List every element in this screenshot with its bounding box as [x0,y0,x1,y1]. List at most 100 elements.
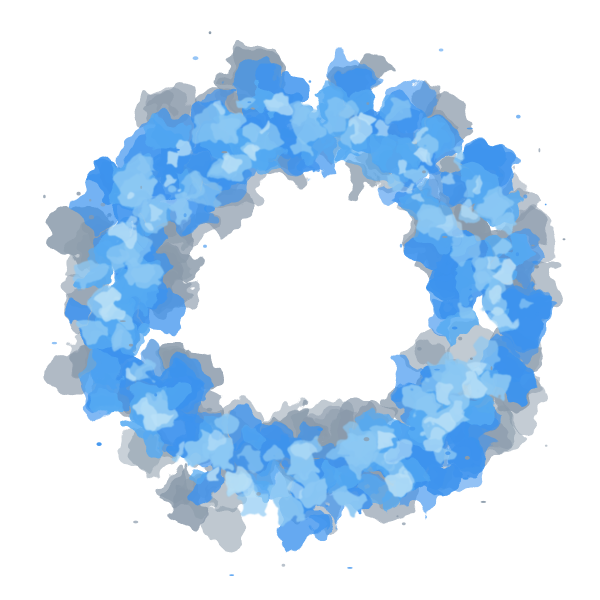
smoke-speck [462,477,469,480]
smoke-speck [434,368,440,371]
smoke-speck [490,366,493,371]
smoke-speck [183,213,187,218]
smoke-speck [246,114,252,118]
pale-blue-blob [472,367,485,379]
light-blue-blob [492,237,515,257]
light-blue-blob [322,97,352,133]
smoke-speck [538,148,541,153]
light-blue-blob [241,445,264,470]
smoke-speck [544,444,548,447]
smoke-speck [470,227,475,232]
pale-blue-blob [243,140,264,160]
pale-blue-blob [495,262,518,283]
smoke-speck [320,444,323,447]
pale-blue-blob [124,188,138,198]
smoke-speck [119,320,126,322]
pale-blue-blob [99,305,110,315]
light-blue-blob [168,196,194,220]
pale-blue-blob [124,368,137,380]
pale-blue-blob [436,213,461,238]
smoke-speck [308,80,312,83]
smoke-speck [281,563,286,567]
pale-blue-blob [488,302,503,318]
pale-blue-blob [397,468,409,480]
smoke-speck [470,357,473,360]
light-blue-blob [451,233,480,262]
light-blue-blob [342,423,375,455]
pale-blue-blob [435,382,451,401]
light-blue-blob [209,119,239,141]
pale-blue-blob [137,402,159,428]
light-blue-blob [475,194,508,224]
light-blue-blob [74,257,106,285]
smoke-speck [532,260,539,264]
blue-smoke-blob [69,298,89,322]
pale-blue-blob [490,288,503,301]
pale-blue-blob [427,419,439,429]
light-blue-blob [215,411,240,435]
blue-smoke-blob [503,355,533,377]
light-blue-blob [276,494,306,522]
smoke-speck [466,127,473,130]
pale-blue-blob [422,429,448,452]
pale-blue-blob [163,174,178,190]
smoke-speck [247,101,252,104]
pale-blue-blob [266,91,289,114]
pale-blue-blob [415,194,426,203]
pale-blue-blob [227,468,257,495]
smoke-speck [535,312,540,317]
smoke-speck [458,336,463,341]
smoke-speck [43,194,46,199]
smoke-speck [531,244,535,247]
light-blue-blob [170,451,184,466]
light-blue-blob [386,99,413,127]
smoke-speck [192,56,199,61]
light-blue-blob [420,138,439,161]
smoke-speck [451,326,458,330]
pale-blue-blob [220,154,240,171]
pale-blue-blob [375,430,396,449]
pale-blue-blob [240,477,260,497]
light-blue-blob [456,300,479,320]
smoke-speck [417,347,422,351]
smoke-speck [544,203,547,206]
pale-blue-blob [474,180,483,192]
smoke-speck [325,504,329,508]
pale-blue-blob [409,183,417,193]
mid-blue-smoke-blob [137,318,154,340]
light-blue-highlights [74,91,534,522]
pale-blue-blob [122,214,139,229]
light-blue-blob [81,322,106,348]
smoke-speck [175,148,180,151]
light-blue-blob [335,488,370,517]
smoke-speck [467,474,470,477]
pale-blue-blob [396,159,412,175]
smoke-speck [203,244,207,248]
pale-blue-blob [150,208,161,218]
smoke-speck [88,215,95,220]
light-blue-blob [406,167,424,184]
smoke-speck [96,442,102,446]
light-blue-blob [285,101,302,118]
pale-blue-blob [176,139,193,156]
smoke-specks [43,31,566,576]
pale-blue-blob [459,375,487,398]
smoke-speck [399,243,403,248]
smoke-speck [455,466,459,470]
light-blue-blob [289,134,312,155]
pale-blue-blob [207,468,222,483]
smoke-speck [154,393,158,397]
smoke-speck [398,134,401,137]
light-blue-blob [189,176,221,206]
smoke-speck [420,109,423,114]
light-blue-blob [497,214,514,230]
smoke-speck [562,238,566,241]
smoke-speck [480,500,487,503]
smoke-speck [221,151,228,154]
smoke-speck [401,522,406,526]
smoke-speck [515,252,520,257]
smoke-speck [438,48,444,52]
mid-blue-smoke-blob [362,473,389,500]
